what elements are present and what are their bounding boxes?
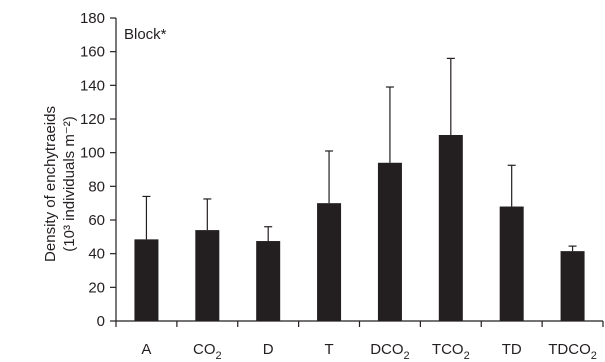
x-tick-label: TCO2 (432, 341, 470, 362)
y-tick-label: 140 (80, 77, 105, 94)
y-tick-label: 160 (80, 44, 105, 61)
x-tick-label: CO2 (193, 341, 222, 362)
y-tick-label: 80 (88, 178, 105, 195)
y-axis-title-line-2: (10³ individuals m⁻²) (61, 116, 78, 251)
x-tick-label: A (141, 341, 151, 358)
x-tick-label: DCO2 (370, 341, 409, 362)
y-tick-label: 40 (88, 246, 105, 263)
axes (115, 18, 603, 322)
block-annotation: Block* (124, 26, 167, 43)
x-tick-label: D (263, 341, 274, 358)
x-tick-label: T (324, 341, 333, 358)
bar (377, 162, 402, 321)
x-ticks: A CO2 D T DCO2 TCO2 TD TDCO2 (115, 321, 604, 362)
y-axis-title: Density of enchytraeids (10³ individuals… (42, 106, 78, 262)
y-tick-label: 180 (80, 10, 105, 27)
bar (560, 251, 585, 321)
y-tick-label: 120 (80, 111, 105, 128)
bar (499, 206, 524, 321)
bar (438, 134, 463, 321)
bar (134, 239, 159, 321)
x-tick-label: TD (502, 341, 522, 358)
bar (256, 241, 281, 321)
y-tick-label: 0 (97, 313, 105, 330)
y-tick-label: 20 (88, 279, 105, 296)
y-axis-title-line-1: Density of enchytraeids (42, 106, 59, 262)
bar (195, 230, 220, 321)
y-tick-label: 60 (88, 212, 105, 229)
x-tick-label: TDCO2 (548, 341, 597, 362)
bars (134, 57, 585, 321)
bar (317, 203, 342, 321)
y-ticks: 0 20 40 60 80 100 120 140 160 180 (80, 10, 116, 330)
y-tick-label: 100 (80, 145, 105, 162)
